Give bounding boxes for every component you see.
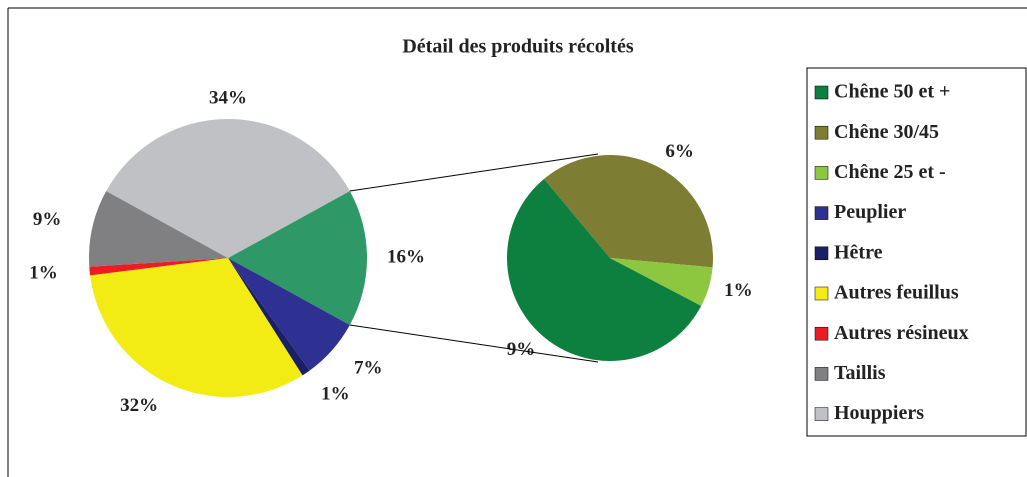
data-label: 32% bbox=[120, 395, 158, 416]
data-label: 6% bbox=[665, 141, 694, 162]
legend-swatch bbox=[814, 166, 829, 180]
legend-label: Chêne 30/45 bbox=[834, 121, 939, 143]
legend-swatch bbox=[814, 367, 829, 381]
data-label: 1% bbox=[29, 262, 58, 283]
legend-label: Houppiers bbox=[834, 402, 924, 424]
pie-slice bbox=[228, 258, 350, 371]
legend-box bbox=[806, 67, 1027, 437]
connector-line bbox=[349, 153, 599, 192]
data-label: 1% bbox=[321, 383, 350, 404]
legend-swatch bbox=[814, 407, 829, 421]
pie-slice bbox=[89, 258, 228, 276]
legend-swatch bbox=[814, 326, 829, 341]
pie-slice bbox=[506, 178, 702, 362]
legend-swatch bbox=[814, 206, 829, 220]
data-label: 34% bbox=[209, 87, 247, 108]
legend-label: Autres feuillus bbox=[834, 282, 959, 304]
legend-label: Peuplier bbox=[834, 201, 906, 223]
pie-slice bbox=[90, 258, 303, 397]
pie-slice bbox=[610, 258, 713, 306]
pie-slice bbox=[228, 191, 368, 325]
legend-label: Hêtre bbox=[834, 241, 883, 263]
data-label: 1% bbox=[724, 280, 753, 301]
legend-label: Chêne 50 et + bbox=[834, 81, 950, 103]
pie-slice bbox=[106, 118, 350, 258]
data-label: 9% bbox=[33, 209, 62, 230]
legend-swatch bbox=[814, 85, 829, 100]
legend-label: Taillis bbox=[834, 362, 886, 384]
data-label: 7% bbox=[354, 357, 383, 378]
data-label: 16% bbox=[387, 246, 425, 267]
pie-slice bbox=[228, 258, 310, 376]
legend-swatch bbox=[814, 246, 829, 261]
pie-slice bbox=[544, 155, 713, 268]
legend-swatch bbox=[814, 286, 829, 301]
data-label: 9% bbox=[507, 339, 536, 360]
pie-slice bbox=[89, 191, 228, 267]
legend-swatch bbox=[814, 125, 829, 140]
chart-title: Détail des produits récoltés bbox=[402, 36, 633, 58]
legend-label: Chêne 25 et - bbox=[834, 161, 946, 183]
legend-label: Autres résineux bbox=[834, 322, 969, 344]
connector-line bbox=[349, 324, 599, 363]
